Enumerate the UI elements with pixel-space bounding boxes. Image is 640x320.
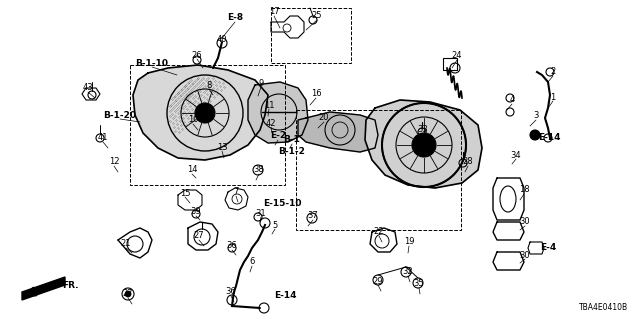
Bar (443, 58, 457, 70)
Text: 5: 5 (273, 220, 278, 229)
Text: 12: 12 (109, 157, 119, 166)
Text: 39: 39 (191, 207, 202, 217)
Polygon shape (248, 82, 308, 143)
Text: 21: 21 (121, 239, 131, 249)
Text: 9: 9 (259, 78, 264, 87)
Text: 27: 27 (194, 231, 204, 241)
Text: 15: 15 (180, 188, 190, 197)
Text: E-15-10: E-15-10 (263, 199, 301, 209)
Text: 33: 33 (418, 125, 428, 134)
Text: 7: 7 (234, 188, 239, 196)
Text: 17: 17 (269, 7, 279, 17)
Text: 22: 22 (374, 228, 384, 236)
Text: 14: 14 (187, 165, 197, 174)
Text: B-1-2: B-1-2 (278, 148, 305, 156)
Text: 20: 20 (319, 114, 329, 123)
Text: 32: 32 (403, 268, 413, 276)
Text: 42: 42 (266, 118, 276, 127)
Text: 10: 10 (188, 116, 198, 124)
Ellipse shape (195, 103, 215, 123)
Text: 28: 28 (463, 157, 474, 166)
Text: TBA4E0410B: TBA4E0410B (579, 303, 628, 312)
Text: 36: 36 (226, 287, 236, 297)
Text: 38: 38 (253, 165, 264, 174)
Text: 37: 37 (308, 212, 318, 220)
Text: 29: 29 (372, 276, 383, 285)
Text: 31: 31 (256, 209, 266, 218)
Text: 30: 30 (520, 218, 531, 227)
Text: 25: 25 (312, 12, 323, 20)
Text: E-2: E-2 (270, 132, 286, 140)
Bar (296, 110, 461, 230)
Text: 11: 11 (264, 100, 275, 109)
Text: FR.: FR. (62, 281, 79, 290)
Polygon shape (22, 277, 65, 300)
Text: 8: 8 (206, 81, 212, 90)
Text: 19: 19 (404, 237, 414, 246)
Text: 6: 6 (250, 258, 255, 267)
Text: 27: 27 (123, 290, 133, 299)
Text: 16: 16 (310, 90, 321, 99)
Polygon shape (365, 100, 482, 188)
Text: 40: 40 (217, 36, 227, 44)
Polygon shape (298, 112, 378, 152)
Text: 3: 3 (533, 111, 539, 121)
Polygon shape (133, 65, 268, 160)
Text: 24: 24 (452, 52, 462, 60)
Ellipse shape (125, 291, 131, 297)
Text: 1: 1 (550, 92, 556, 101)
Text: E-8: E-8 (227, 13, 243, 22)
Text: E-14: E-14 (274, 291, 296, 300)
Text: B-1: B-1 (284, 135, 300, 145)
Bar (130, 65, 285, 185)
Text: 35: 35 (413, 279, 424, 289)
Text: 34: 34 (511, 150, 522, 159)
Text: 4: 4 (509, 95, 515, 105)
Text: B-1-10: B-1-10 (136, 59, 168, 68)
Text: 26: 26 (192, 51, 202, 60)
Ellipse shape (412, 133, 436, 157)
Text: 18: 18 (518, 186, 529, 195)
Text: B-1-20: B-1-20 (104, 110, 136, 119)
Text: 43: 43 (83, 84, 93, 92)
Text: 2: 2 (550, 68, 556, 76)
Text: E-14: E-14 (538, 133, 560, 142)
Text: 30: 30 (520, 251, 531, 260)
Ellipse shape (530, 130, 540, 140)
Text: 13: 13 (217, 142, 227, 151)
Text: 41: 41 (98, 133, 108, 142)
Text: 36: 36 (227, 242, 237, 251)
Bar (271, 8, 351, 63)
Text: E-4: E-4 (540, 244, 556, 252)
